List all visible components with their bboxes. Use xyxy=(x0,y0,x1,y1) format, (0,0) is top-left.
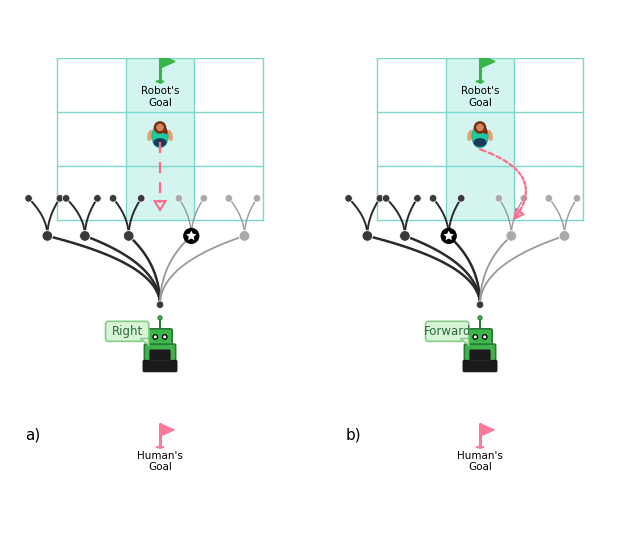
Ellipse shape xyxy=(467,130,473,141)
Ellipse shape xyxy=(167,130,173,141)
FancyBboxPatch shape xyxy=(145,344,175,362)
Bar xyxy=(125,112,195,166)
Circle shape xyxy=(109,195,117,202)
Circle shape xyxy=(559,231,570,241)
Circle shape xyxy=(158,316,162,320)
Polygon shape xyxy=(460,338,469,345)
Ellipse shape xyxy=(487,130,493,141)
Circle shape xyxy=(42,231,52,241)
Polygon shape xyxy=(160,423,174,436)
Circle shape xyxy=(495,195,502,202)
Circle shape xyxy=(458,195,465,202)
Ellipse shape xyxy=(156,445,164,449)
Circle shape xyxy=(478,316,482,320)
FancyBboxPatch shape xyxy=(143,360,177,372)
Circle shape xyxy=(162,334,168,340)
Ellipse shape xyxy=(154,138,166,147)
Circle shape xyxy=(573,195,580,202)
Circle shape xyxy=(239,231,250,241)
Circle shape xyxy=(163,336,166,338)
Ellipse shape xyxy=(474,138,486,147)
Circle shape xyxy=(476,124,484,131)
Circle shape xyxy=(482,334,488,340)
Circle shape xyxy=(472,334,478,340)
Circle shape xyxy=(429,195,437,202)
FancyBboxPatch shape xyxy=(148,329,172,348)
Circle shape xyxy=(253,195,260,202)
FancyBboxPatch shape xyxy=(468,329,492,348)
Circle shape xyxy=(154,121,166,133)
Ellipse shape xyxy=(483,127,488,134)
Text: a): a) xyxy=(26,427,41,442)
Circle shape xyxy=(200,195,207,202)
FancyBboxPatch shape xyxy=(426,321,468,341)
Bar xyxy=(57,58,263,220)
Ellipse shape xyxy=(163,127,168,134)
Circle shape xyxy=(376,195,383,202)
Circle shape xyxy=(93,195,101,202)
Text: Human's
Goal: Human's Goal xyxy=(457,451,503,472)
Circle shape xyxy=(545,195,552,202)
FancyBboxPatch shape xyxy=(150,350,170,360)
Circle shape xyxy=(79,231,90,241)
Circle shape xyxy=(156,301,164,308)
Bar xyxy=(125,58,195,112)
Circle shape xyxy=(483,336,486,338)
Circle shape xyxy=(399,231,410,241)
Text: Robot's
Goal: Robot's Goal xyxy=(461,86,499,108)
Polygon shape xyxy=(140,338,149,345)
Ellipse shape xyxy=(147,130,153,141)
Circle shape xyxy=(156,124,164,131)
FancyBboxPatch shape xyxy=(470,350,490,360)
Ellipse shape xyxy=(156,80,164,83)
Circle shape xyxy=(362,231,372,241)
FancyBboxPatch shape xyxy=(465,344,495,362)
Bar xyxy=(445,112,515,166)
Text: Robot's
Goal: Robot's Goal xyxy=(141,86,179,108)
Bar xyxy=(445,58,515,112)
Ellipse shape xyxy=(476,80,484,83)
Circle shape xyxy=(474,121,486,133)
Circle shape xyxy=(183,228,200,244)
Circle shape xyxy=(506,231,516,241)
Circle shape xyxy=(520,195,527,202)
FancyBboxPatch shape xyxy=(463,360,497,372)
Bar xyxy=(445,166,515,220)
Polygon shape xyxy=(444,231,454,240)
Circle shape xyxy=(345,195,353,202)
Text: Forward: Forward xyxy=(424,325,471,338)
Bar xyxy=(377,58,583,220)
Polygon shape xyxy=(186,231,196,240)
Circle shape xyxy=(474,336,477,338)
Circle shape xyxy=(225,195,232,202)
Circle shape xyxy=(440,228,457,244)
Circle shape xyxy=(154,336,157,338)
Bar xyxy=(125,166,195,220)
Text: b): b) xyxy=(346,427,361,442)
Ellipse shape xyxy=(476,445,484,449)
Text: Right: Right xyxy=(111,325,143,338)
Circle shape xyxy=(476,301,484,308)
Text: Human's
Goal: Human's Goal xyxy=(137,451,183,472)
Circle shape xyxy=(62,195,70,202)
Circle shape xyxy=(124,231,134,241)
Ellipse shape xyxy=(152,124,168,148)
FancyBboxPatch shape xyxy=(106,321,148,341)
Polygon shape xyxy=(160,55,175,68)
Circle shape xyxy=(175,195,182,202)
Polygon shape xyxy=(480,423,494,436)
Ellipse shape xyxy=(472,124,488,148)
Circle shape xyxy=(25,195,33,202)
Circle shape xyxy=(152,334,158,340)
Polygon shape xyxy=(480,55,495,68)
Circle shape xyxy=(382,195,390,202)
Circle shape xyxy=(138,195,145,202)
Circle shape xyxy=(413,195,421,202)
Circle shape xyxy=(56,195,63,202)
